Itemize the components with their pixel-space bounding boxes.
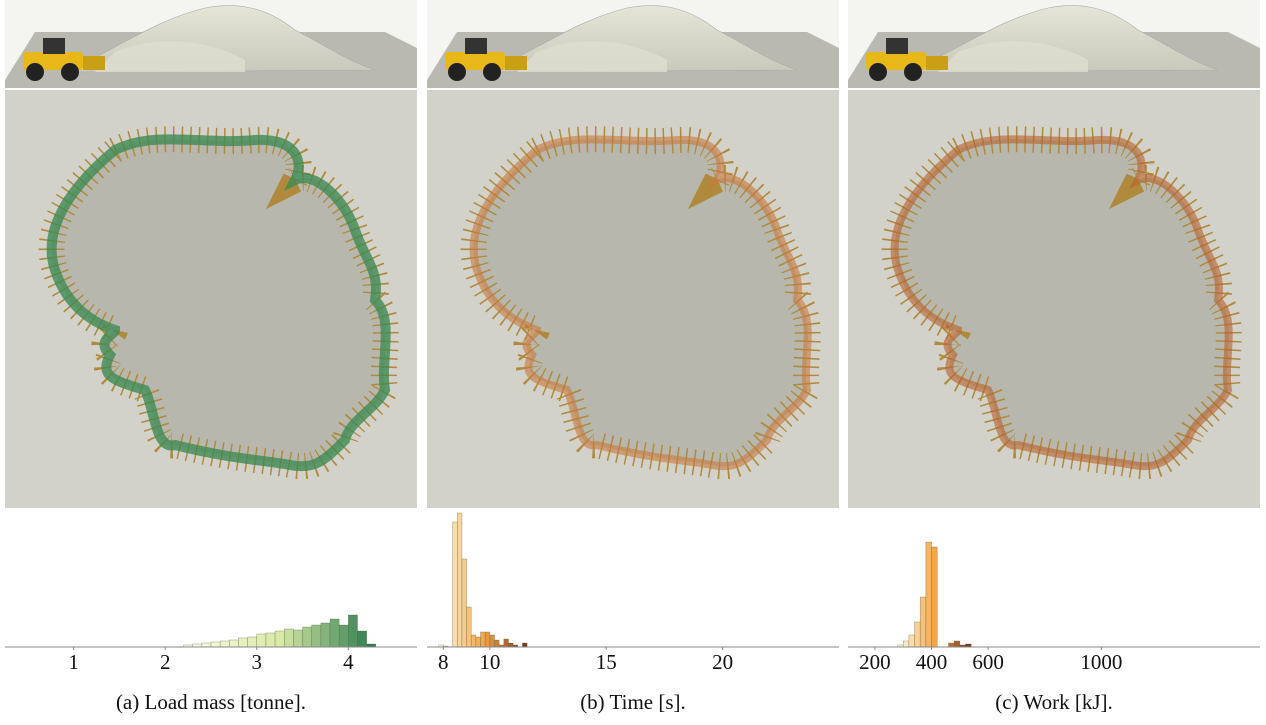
bar (466, 606, 472, 648)
x-tick-label: 15 (596, 650, 617, 674)
bar (302, 626, 312, 648)
bar (247, 636, 258, 648)
bar (210, 641, 221, 648)
bar (902, 640, 910, 648)
bar (489, 634, 495, 648)
x-tick-label: 1 (68, 650, 79, 674)
edge-shade (890, 135, 1233, 471)
side-render (847, 0, 1261, 89)
x-tick-label: 10 (479, 650, 500, 674)
x-tick-label: 1000 (1080, 650, 1122, 674)
x-tick-label: 3 (252, 650, 263, 674)
bar (470, 634, 477, 648)
bar (320, 622, 331, 648)
side-render (426, 0, 840, 89)
bar (503, 638, 509, 648)
edge-shade (46, 134, 391, 472)
bar (908, 634, 915, 648)
x-tick-label: 20 (712, 650, 733, 674)
bar (311, 624, 322, 648)
bar (457, 512, 463, 648)
caption: (c) Work [kJ]. (995, 690, 1112, 714)
x-tick-label: 4 (343, 650, 354, 674)
bar (265, 632, 276, 648)
bar (948, 642, 955, 648)
bar (329, 618, 340, 648)
bar (484, 631, 491, 648)
bar (357, 630, 367, 648)
bar (925, 541, 932, 648)
x-tick-label: 200 (859, 650, 891, 674)
bar (293, 629, 303, 648)
bar (238, 637, 248, 648)
edge-shade (469, 135, 812, 471)
bar (348, 614, 358, 648)
bar (953, 640, 961, 648)
bar (522, 642, 528, 648)
bar (475, 636, 481, 648)
bar (914, 621, 921, 648)
bar (480, 631, 486, 648)
bar (219, 640, 230, 648)
x-tick-label: 400 (916, 650, 948, 674)
side-render (4, 0, 418, 89)
bar (461, 558, 467, 648)
bar (229, 639, 239, 648)
bar (494, 639, 500, 648)
x-tick-label: 2 (160, 650, 171, 674)
bar (931, 546, 938, 648)
bar (256, 633, 267, 648)
x-tick-label: 8 (438, 650, 449, 674)
x-tick-label: 600 (972, 650, 1004, 674)
bar (919, 596, 927, 648)
bar (201, 642, 212, 648)
caption: (b) Time [s]. (580, 690, 686, 714)
bar (508, 642, 514, 648)
bar (452, 521, 458, 648)
caption: (a) Load mass [tonne]. (116, 690, 306, 714)
panel-renders (5, 0, 1260, 508)
bar (283, 628, 294, 648)
bar (274, 630, 285, 648)
bar (338, 624, 349, 648)
